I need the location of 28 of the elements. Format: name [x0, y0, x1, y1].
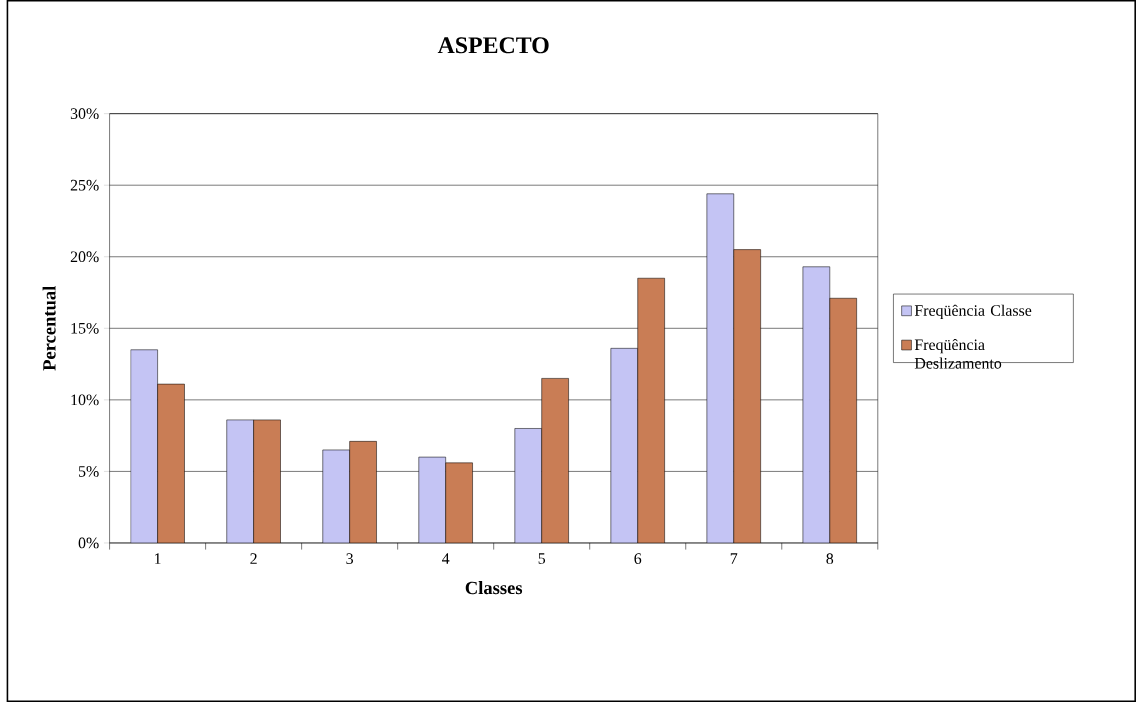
y-tick-label: 0% — [78, 537, 99, 549]
x-tick-label: 1 — [155, 553, 161, 564]
chart-title: ASPECTO — [437, 37, 549, 54]
bar — [706, 193, 735, 543]
bar — [130, 349, 158, 543]
bar — [802, 266, 831, 543]
y-tick-label: 10% — [71, 394, 99, 406]
x-tick-label: 4 — [442, 553, 450, 564]
y-tick-label: 30% — [70, 108, 99, 120]
bar — [322, 449, 350, 543]
x-tick-label: 2 — [250, 553, 257, 564]
bar — [226, 419, 254, 543]
legend-label: Freqüência Classe — [914, 304, 1032, 320]
bar — [610, 348, 638, 543]
y-tick-label: 25% — [70, 179, 99, 191]
legend-label: Freqüência Deslizamento — [914, 338, 1002, 369]
x-tick-label: 8 — [826, 553, 834, 565]
bar — [418, 456, 446, 543]
x-tick-label: 7 — [730, 553, 738, 564]
y-tick-label: 5% — [78, 466, 99, 477]
bar — [514, 428, 542, 543]
x-tick-label: 3 — [346, 553, 354, 564]
y-tick-label: 15% — [71, 322, 99, 334]
x-tick-label: 6 — [634, 553, 642, 564]
x-tick-label: 5 — [538, 553, 546, 564]
x-axis-title: Classes — [465, 581, 523, 595]
y-axis-title: Percentual — [42, 286, 56, 371]
y-tick-label: 20% — [70, 251, 99, 263]
